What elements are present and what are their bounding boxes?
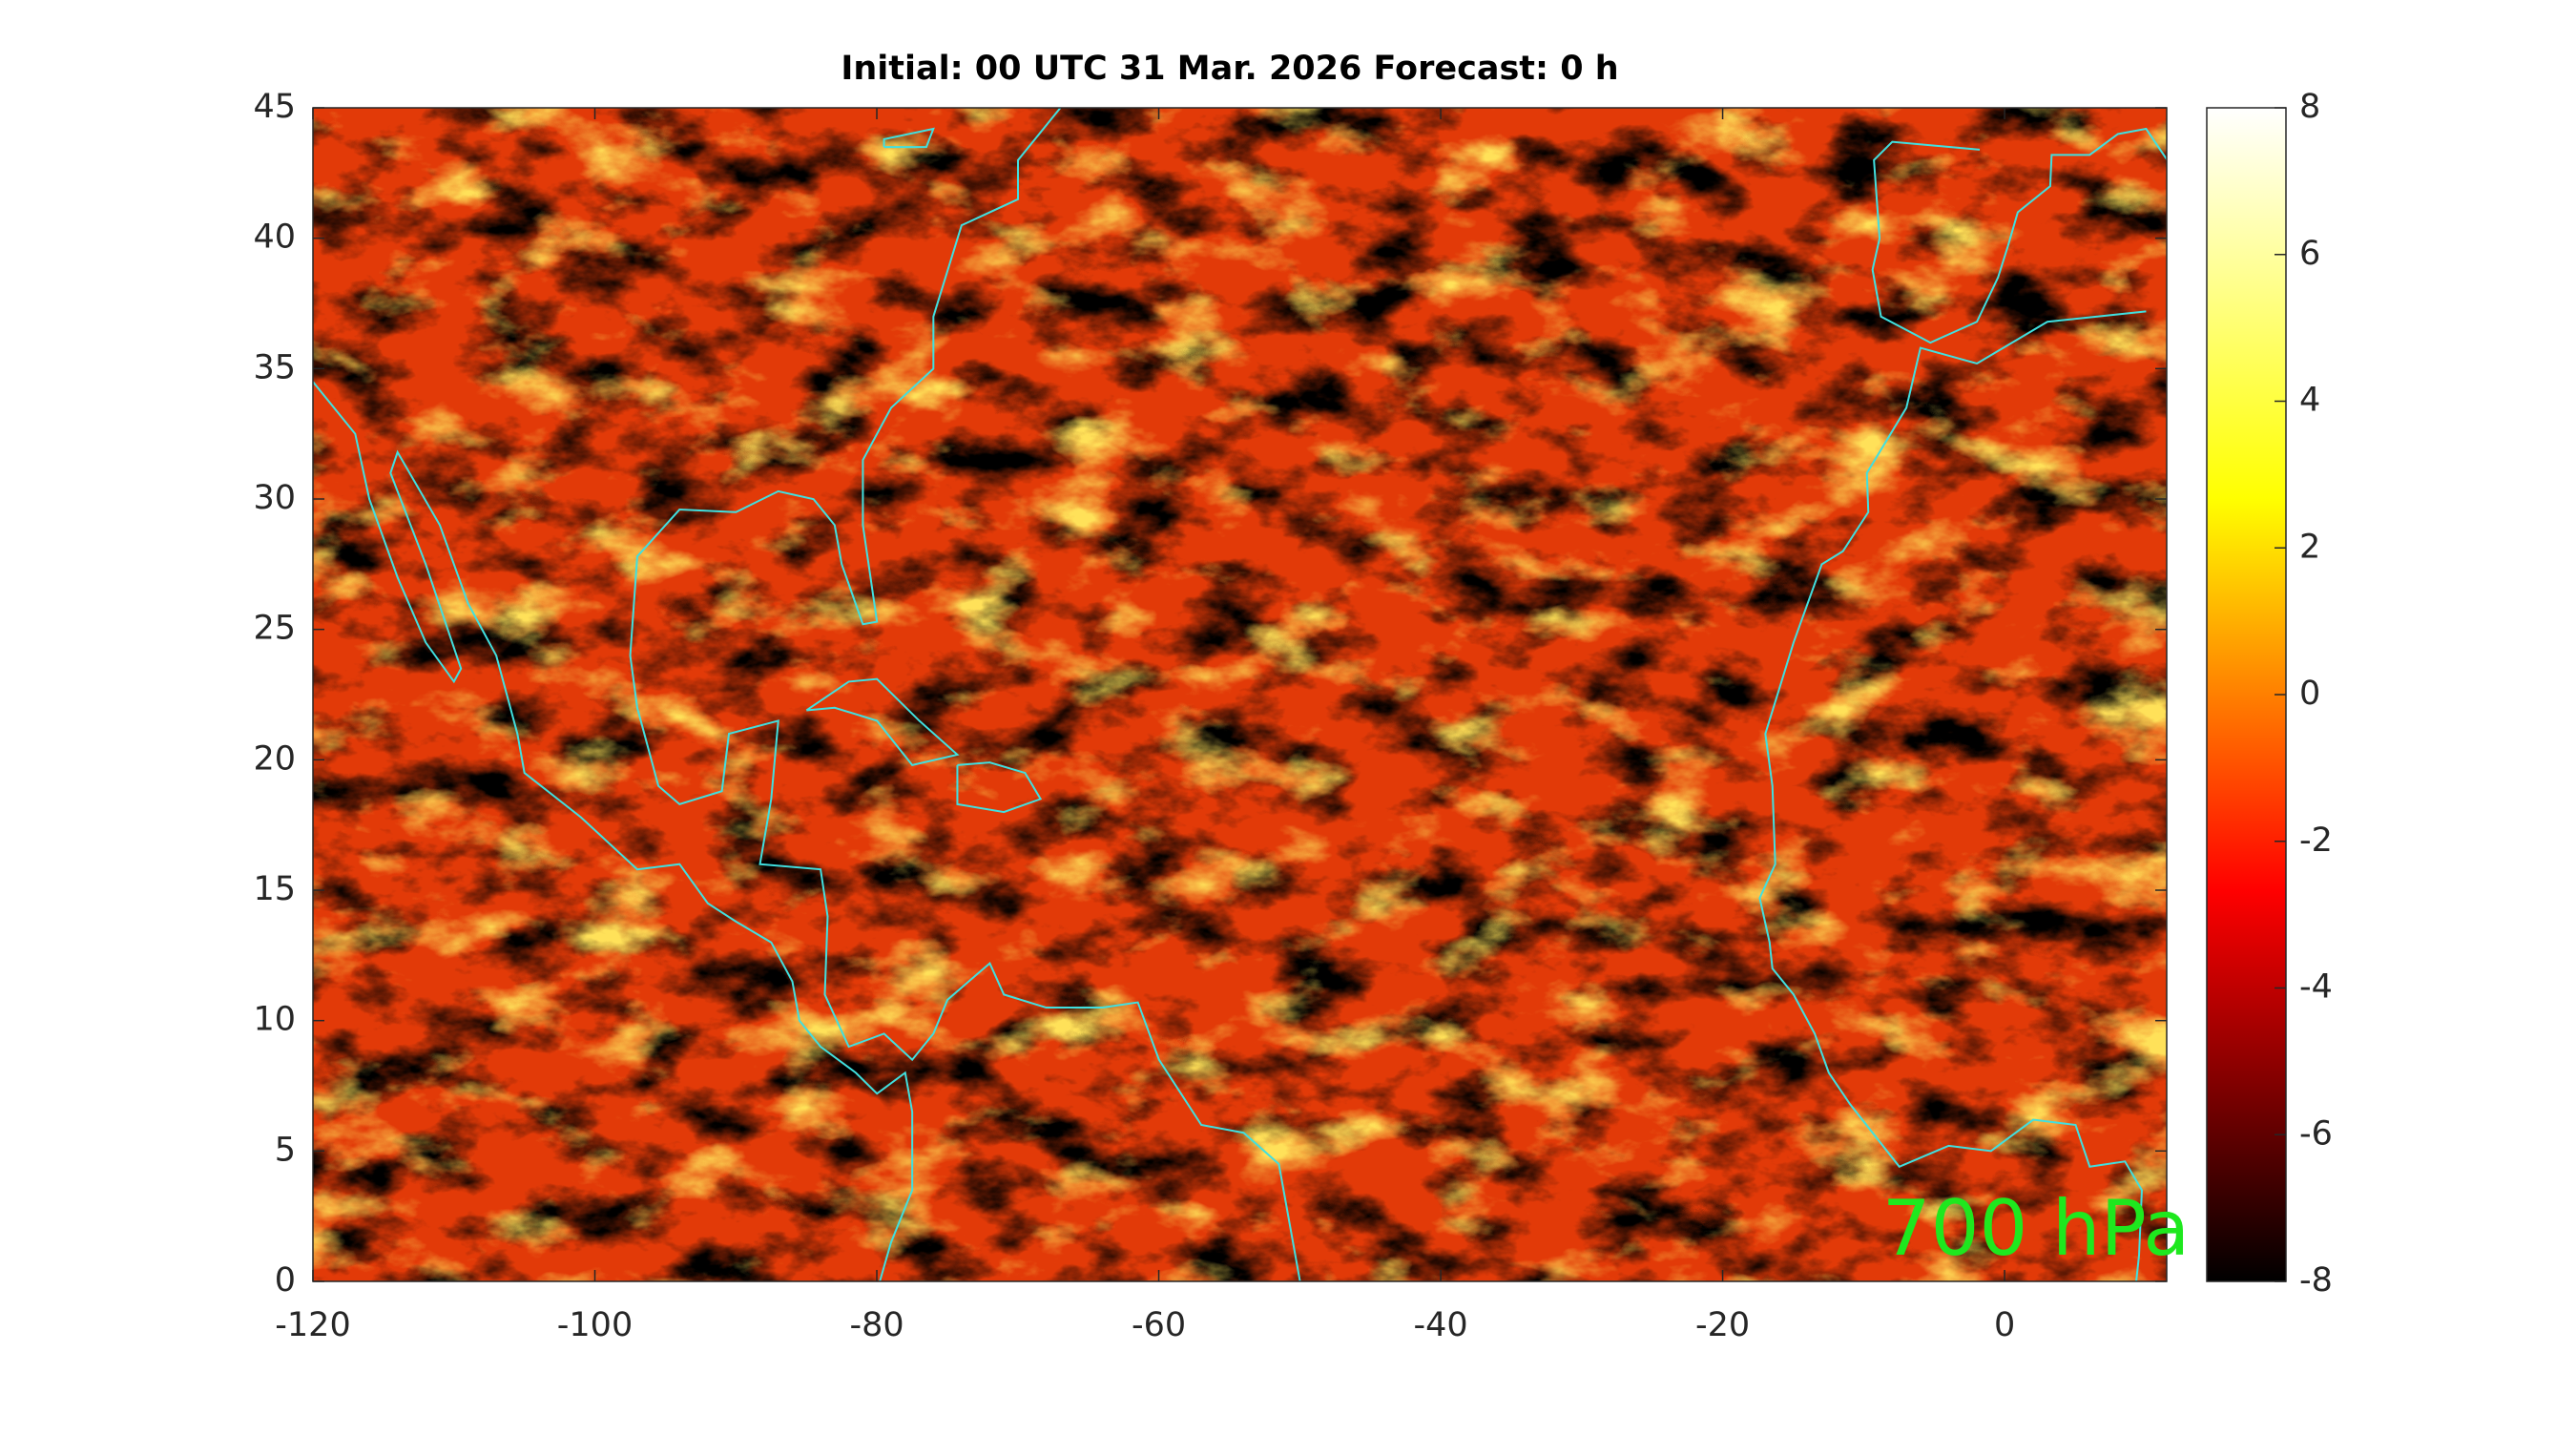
y-tick-label: 5 (275, 1131, 296, 1169)
colorbar-tick-label: 2 (2299, 528, 2320, 566)
y-tick-label: 20 (253, 739, 296, 778)
coast-cuba (806, 679, 957, 765)
y-tick-label: 10 (253, 1001, 296, 1039)
colorbar-tick-label: 6 (2299, 235, 2320, 273)
coast-africa (1759, 311, 2146, 1281)
y-tick-label: 35 (253, 348, 296, 386)
colorbar-tick-label: -6 (2299, 1114, 2333, 1153)
x-tick-label: 0 (1994, 1306, 2015, 1344)
colorbar-tick-label: -4 (2299, 968, 2333, 1007)
x-tick-label: -80 (849, 1306, 904, 1344)
colorbar-tick-label: 8 (2299, 88, 2320, 126)
y-tick-label: 15 (253, 870, 296, 908)
y-tick-label: 30 (253, 479, 296, 517)
y-tick-label: 25 (253, 610, 296, 648)
y-tick-label: 40 (253, 218, 296, 257)
annotation: 700 hPa (1882, 1184, 2191, 1273)
field-bright (313, 108, 2167, 1281)
colorbar-tick-label: -8 (2299, 1261, 2333, 1300)
plot-frame (312, 107, 2168, 1282)
y-tick-label: 0 (275, 1261, 296, 1300)
colorbar-tick-label: 0 (2299, 675, 2320, 713)
coast-americas-east (631, 108, 1300, 1281)
x-tick-label: -20 (1695, 1306, 1750, 1344)
coast-iberia (1873, 129, 2168, 343)
coastlines (313, 108, 2168, 1281)
y-tick-label: 45 (253, 88, 296, 126)
chart-title: Initial: 00 UTC 31 Mar. 2026 Forecast: 0… (841, 50, 1618, 88)
coast-hispaniola (957, 762, 1040, 812)
colorbar-tick-label: -2 (2299, 821, 2333, 860)
x-tick-label: -40 (1413, 1306, 1467, 1344)
colorbar (2206, 107, 2287, 1282)
x-tick-label: -120 (275, 1306, 350, 1344)
coast-great-lakes (884, 129, 934, 147)
field (313, 108, 2168, 1281)
x-tick-label: -100 (557, 1306, 633, 1344)
colorbar-tick-label: 4 (2299, 382, 2320, 420)
x-tick-label: -60 (1132, 1306, 1186, 1344)
coast-americas-west (313, 382, 912, 1281)
